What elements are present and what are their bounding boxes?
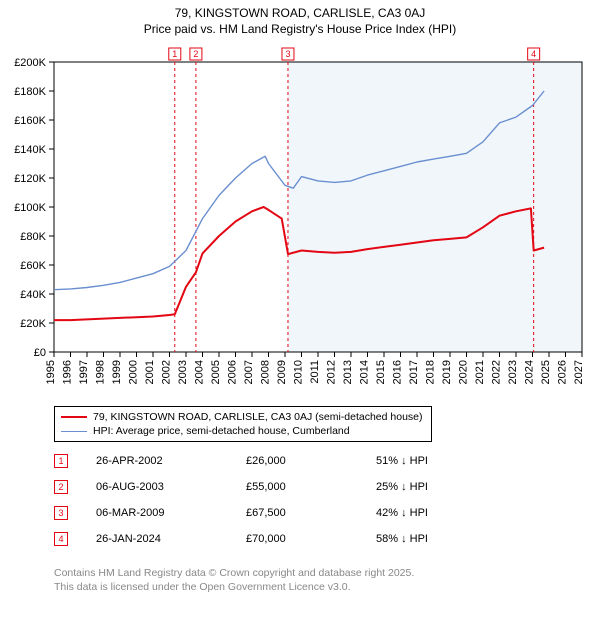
transaction-date: 26-JAN-2024	[96, 533, 246, 545]
svg-text:2008: 2008	[260, 360, 272, 384]
svg-text:2019: 2019	[441, 360, 453, 384]
svg-text:2014: 2014	[359, 360, 371, 384]
svg-text:£100K: £100K	[14, 202, 46, 214]
svg-text:2002: 2002	[161, 360, 173, 384]
legend-label: 79, KINGSTOWN ROAD, CARLISLE, CA3 0AJ (s…	[93, 410, 423, 424]
svg-text:£200K: £200K	[14, 57, 46, 69]
transaction-price: £55,000	[246, 481, 376, 493]
svg-text:2013: 2013	[342, 360, 354, 384]
svg-text:£60K: £60K	[20, 260, 46, 272]
transaction-pct: 51% ↓ HPI	[376, 455, 496, 467]
svg-text:1995: 1995	[45, 360, 57, 384]
transaction-marker: 1	[54, 454, 68, 468]
transaction-price: £26,000	[246, 455, 376, 467]
transaction-marker: 4	[54, 532, 68, 546]
transactions-table: 1 26-APR-2002£26,00051% ↓ HPI 2 06-AUG-2003…	[54, 448, 496, 552]
transaction-row: 1 26-APR-2002£26,00051% ↓ HPI	[54, 448, 496, 474]
svg-text:£0: £0	[34, 347, 46, 359]
transaction-price: £67,500	[246, 507, 376, 519]
svg-text:2025: 2025	[540, 360, 552, 384]
credit-text: Contains HM Land Registry data © Crown c…	[54, 566, 414, 594]
svg-text:2021: 2021	[474, 360, 486, 384]
svg-text:2009: 2009	[276, 360, 288, 384]
svg-text:2001: 2001	[144, 360, 156, 384]
transaction-marker: 3	[54, 506, 68, 520]
svg-text:2020: 2020	[458, 360, 470, 384]
svg-text:2000: 2000	[128, 360, 140, 384]
svg-text:2024: 2024	[524, 360, 536, 384]
chart-title: 79, KINGSTOWN ROAD, CARLISLE, CA3 0AJ Pr…	[0, 0, 600, 37]
transaction-row: 4 26-JAN-2024£70,00058% ↓ HPI	[54, 526, 496, 552]
svg-text:2011: 2011	[309, 360, 321, 384]
svg-text:2012: 2012	[326, 360, 338, 384]
svg-text:2006: 2006	[227, 360, 239, 384]
svg-text:4: 4	[531, 49, 536, 59]
transaction-pct: 25% ↓ HPI	[376, 481, 496, 493]
svg-text:2018: 2018	[425, 360, 437, 384]
svg-text:2026: 2026	[557, 360, 569, 384]
svg-text:£160K: £160K	[14, 115, 46, 127]
legend-item: 79, KINGSTOWN ROAD, CARLISLE, CA3 0AJ (s…	[61, 410, 423, 424]
svg-text:1999: 1999	[111, 360, 123, 384]
svg-text:1997: 1997	[78, 360, 90, 384]
svg-text:3: 3	[285, 49, 290, 59]
svg-text:2003: 2003	[177, 360, 189, 384]
svg-text:£80K: £80K	[20, 231, 46, 243]
transaction-date: 26-APR-2002	[96, 455, 246, 467]
svg-text:2004: 2004	[194, 360, 206, 384]
svg-text:2010: 2010	[293, 360, 305, 384]
chart-svg: £0 £20K £40K £60K £80K £100K £120K £140K £160K £1…	[0, 42, 600, 400]
svg-text:2017: 2017	[408, 360, 420, 384]
svg-text:£180K: £180K	[14, 86, 46, 98]
svg-text:2007: 2007	[243, 360, 255, 384]
transaction-pct: 58% ↓ HPI	[376, 533, 496, 545]
svg-text:2016: 2016	[392, 360, 404, 384]
svg-text:£20K: £20K	[20, 318, 46, 330]
transaction-marker: 2	[54, 480, 68, 494]
transaction-row: 2 06-AUG-2003£55,00025% ↓ HPI	[54, 474, 496, 500]
svg-text:1: 1	[172, 49, 177, 59]
transaction-price: £70,000	[246, 533, 376, 545]
svg-text:£120K: £120K	[14, 173, 46, 185]
legend-swatch	[61, 416, 87, 418]
svg-text:£40K: £40K	[20, 289, 46, 301]
svg-text:1996: 1996	[62, 360, 74, 384]
svg-text:£140K: £140K	[14, 144, 46, 156]
chart-area: £0 £20K £40K £60K £80K £100K £120K £140K £160K £1…	[0, 42, 600, 400]
legend-label: HPI: Average price, semi-detached house,…	[93, 424, 350, 438]
svg-text:2: 2	[193, 49, 198, 59]
svg-text:2015: 2015	[375, 360, 387, 384]
transaction-date: 06-AUG-2003	[96, 481, 246, 493]
transaction-row: 3 06-MAR-2009£67,50042% ↓ HPI	[54, 500, 496, 526]
svg-text:2005: 2005	[210, 360, 222, 384]
legend-swatch	[61, 431, 87, 432]
legend-item: HPI: Average price, semi-detached house,…	[61, 424, 423, 438]
title-line-2: Price paid vs. HM Land Registry's House …	[144, 22, 456, 36]
svg-text:2023: 2023	[507, 360, 519, 384]
legend: 79, KINGSTOWN ROAD, CARLISLE, CA3 0AJ (s…	[54, 406, 432, 442]
credit-line-2: This data is licensed under the Open Gov…	[54, 581, 351, 593]
title-line-1: 79, KINGSTOWN ROAD, CARLISLE, CA3 0AJ	[175, 6, 426, 20]
svg-text:2022: 2022	[491, 360, 503, 384]
transaction-pct: 42% ↓ HPI	[376, 507, 496, 519]
svg-text:1998: 1998	[95, 360, 107, 384]
transaction-date: 06-MAR-2009	[96, 507, 246, 519]
svg-text:2027: 2027	[573, 360, 585, 384]
credit-line-1: Contains HM Land Registry data © Crown c…	[54, 567, 414, 579]
